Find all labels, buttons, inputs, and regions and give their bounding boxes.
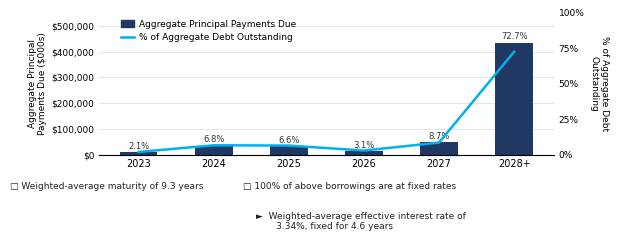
Bar xyxy=(420,142,458,155)
Text: 6.8%: 6.8% xyxy=(203,135,225,144)
Bar xyxy=(345,151,383,155)
Text: 3.1%: 3.1% xyxy=(353,140,374,150)
Legend: Aggregate Principal Payments Due, % of Aggregate Debt Outstanding: Aggregate Principal Payments Due, % of A… xyxy=(117,16,300,46)
Bar xyxy=(195,146,232,155)
Bar xyxy=(495,43,533,155)
Text: 2.1%: 2.1% xyxy=(128,142,149,151)
Text: □ 100% of above borrowings are at fixed rates: □ 100% of above borrowings are at fixed … xyxy=(243,182,456,191)
Bar xyxy=(120,152,157,155)
Text: 8.7%: 8.7% xyxy=(428,132,450,141)
Text: ►  Weighted-average effective interest rate of
       3.34%, fixed for 4.6 years: ► Weighted-average effective interest ra… xyxy=(256,212,466,231)
Text: 72.7%: 72.7% xyxy=(501,32,527,41)
Text: □ Weighted-average maturity of 9.3 years: □ Weighted-average maturity of 9.3 years xyxy=(10,182,203,191)
Bar xyxy=(270,146,308,155)
Y-axis label: Aggregate Principal
Payments Due ($000s): Aggregate Principal Payments Due ($000s) xyxy=(28,32,47,135)
Text: 6.6%: 6.6% xyxy=(278,136,300,145)
Y-axis label: % of Aggregate Debt
Outstanding: % of Aggregate Debt Outstanding xyxy=(590,36,609,131)
